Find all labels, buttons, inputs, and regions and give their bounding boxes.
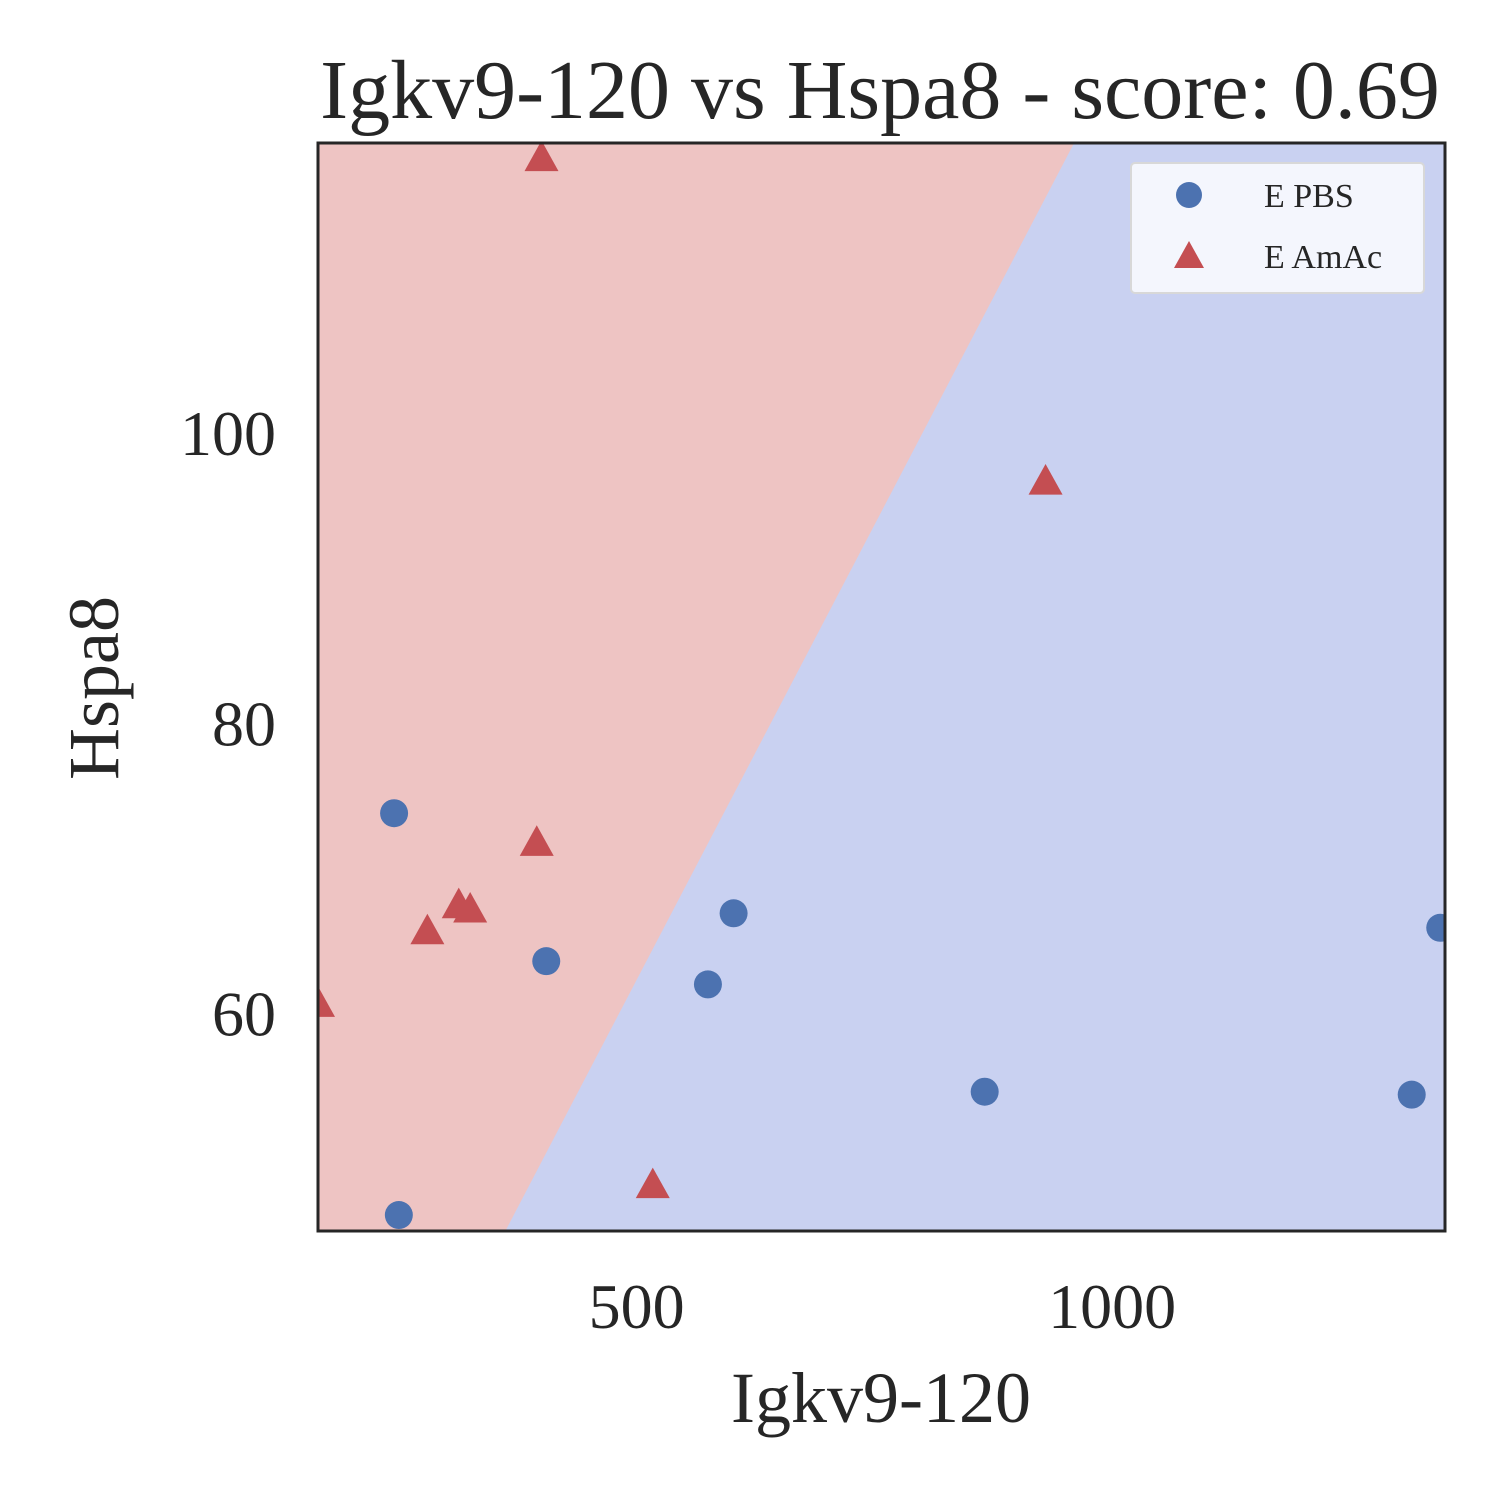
- x-tick-label: 500: [589, 1271, 685, 1342]
- data-points: [318, 143, 1445, 1230]
- point-e-amac: [524, 143, 559, 172]
- point-e-amac: [410, 913, 445, 945]
- point-e-amac: [635, 1167, 670, 1199]
- tick-labels: 500 1000 60 80 100: [180, 398, 1176, 1342]
- point-e-amac: [318, 986, 335, 1017]
- plot-frame: [316, 141, 1447, 1233]
- region-e-amac: [318, 143, 1075, 1231]
- point-e-amac: [1028, 464, 1063, 495]
- x-tick-label: 1000: [1048, 1271, 1176, 1342]
- legend-label-e-pbs: E PBS: [1264, 178, 1354, 215]
- y-tick-label: 80: [212, 688, 276, 759]
- point-e-amac: [453, 891, 488, 923]
- point-e-pbs: [1397, 1080, 1426, 1109]
- legend-marker-e-amac: [1174, 241, 1204, 268]
- point-e-pbs: [380, 799, 409, 828]
- point-e-amac: [519, 825, 554, 856]
- y-tick-label: 100: [180, 398, 276, 469]
- chart-title: Igkv9-120 vs Hspa8 - score: 0.69: [320, 44, 1440, 137]
- y-axis-label: Hspa8: [54, 596, 134, 780]
- decision-regions: [318, 143, 1445, 1231]
- legend-label-e-amac: E AmAc: [1264, 239, 1382, 276]
- point-e-pbs: [1426, 913, 1445, 942]
- y-tick-label: 60: [212, 978, 276, 1049]
- point-e-pbs: [693, 970, 722, 999]
- point-e-pbs: [970, 1077, 999, 1106]
- legend-marker-e-pbs: [1176, 182, 1202, 208]
- legend: E PBS E AmAc: [1130, 162, 1425, 294]
- point-e-pbs: [384, 1201, 413, 1230]
- legend-box: [1130, 162, 1425, 294]
- x-axis-label: Igkv9-120: [731, 1358, 1031, 1438]
- point-e-pbs: [532, 947, 561, 976]
- point-e-pbs: [719, 899, 748, 928]
